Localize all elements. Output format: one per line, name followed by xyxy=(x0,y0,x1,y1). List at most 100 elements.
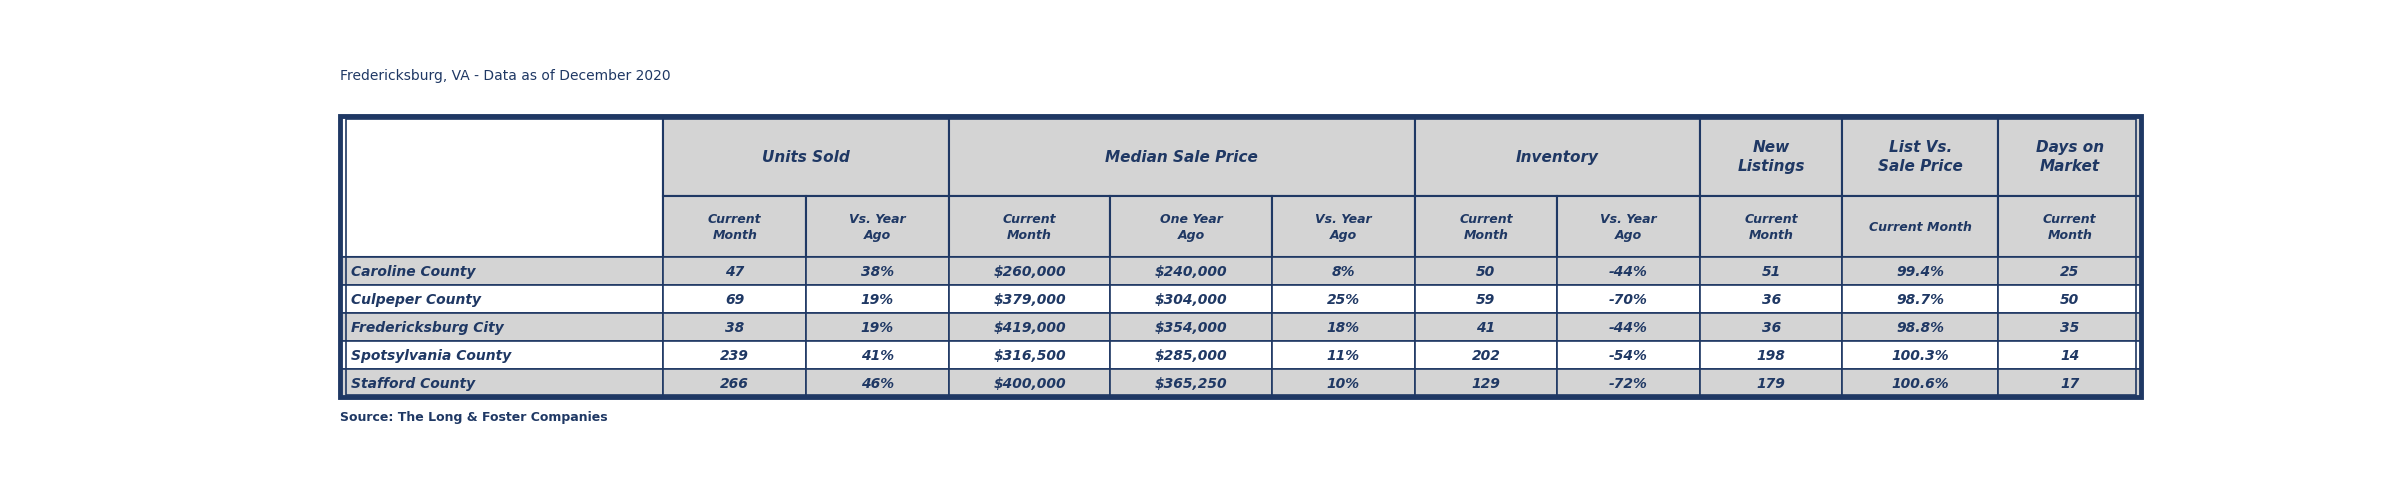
Text: $379,000: $379,000 xyxy=(993,292,1067,306)
Text: Caroline County: Caroline County xyxy=(350,264,476,278)
Bar xyxy=(1998,197,2141,257)
Bar xyxy=(1110,257,1271,285)
Text: 59: 59 xyxy=(1476,292,1495,306)
Text: 69: 69 xyxy=(726,292,745,306)
Bar xyxy=(1110,285,1271,313)
Text: 10%: 10% xyxy=(1326,377,1360,391)
Text: Vs. Year
Ago: Vs. Year Ago xyxy=(850,213,905,241)
Bar xyxy=(1843,341,1998,370)
Bar xyxy=(340,313,664,341)
Bar xyxy=(948,370,1110,397)
Bar xyxy=(664,117,948,197)
Bar xyxy=(948,117,1414,197)
Bar xyxy=(1998,341,2141,370)
Text: $354,000: $354,000 xyxy=(1155,321,1229,335)
Text: 100.6%: 100.6% xyxy=(1891,377,1950,391)
Bar xyxy=(1700,257,1843,285)
Bar xyxy=(1843,117,1998,197)
Bar xyxy=(1271,197,1414,257)
Bar xyxy=(340,285,664,313)
Text: 266: 266 xyxy=(719,377,750,391)
Text: 38%: 38% xyxy=(862,264,893,278)
Text: Inventory: Inventory xyxy=(1517,149,1598,164)
Bar xyxy=(807,257,948,285)
Bar xyxy=(1843,257,1998,285)
Text: 41%: 41% xyxy=(862,348,893,362)
Text: 17: 17 xyxy=(2060,377,2079,391)
Text: 239: 239 xyxy=(719,348,750,362)
Bar xyxy=(664,313,807,341)
Bar xyxy=(948,257,1110,285)
Text: $260,000: $260,000 xyxy=(993,264,1067,278)
Text: 8%: 8% xyxy=(1331,264,1355,278)
Text: 46%: 46% xyxy=(862,377,893,391)
Bar xyxy=(807,341,948,370)
Bar xyxy=(340,117,664,257)
Bar xyxy=(807,370,948,397)
Bar xyxy=(1998,313,2141,341)
Bar xyxy=(948,313,1110,341)
Text: $419,000: $419,000 xyxy=(993,321,1067,335)
Bar xyxy=(1557,197,1700,257)
Text: Current
Month: Current Month xyxy=(2043,213,2098,241)
Bar xyxy=(1998,117,2141,197)
Text: -54%: -54% xyxy=(1610,348,1648,362)
Bar xyxy=(1414,117,1700,197)
Bar xyxy=(1110,341,1271,370)
Bar xyxy=(340,341,664,370)
Bar xyxy=(1110,313,1271,341)
Text: 14: 14 xyxy=(2060,348,2079,362)
Bar xyxy=(1271,313,1414,341)
Text: New
Listings: New Listings xyxy=(1738,140,1805,174)
Bar xyxy=(1414,313,1557,341)
Bar xyxy=(664,285,807,313)
Text: 50: 50 xyxy=(1476,264,1495,278)
Bar xyxy=(1843,370,1998,397)
Bar xyxy=(1271,257,1414,285)
Text: 38: 38 xyxy=(726,321,745,335)
Text: $316,500: $316,500 xyxy=(993,348,1067,362)
Text: -70%: -70% xyxy=(1610,292,1648,306)
Text: Fredericksburg, VA - Data as of December 2020: Fredericksburg, VA - Data as of December… xyxy=(340,69,671,83)
Bar xyxy=(1414,370,1557,397)
Text: Current
Month: Current Month xyxy=(1460,213,1512,241)
Bar xyxy=(1998,257,2141,285)
Text: 36: 36 xyxy=(1762,321,1781,335)
Text: Source: The Long & Foster Companies: Source: The Long & Foster Companies xyxy=(340,410,607,423)
Bar xyxy=(1557,285,1700,313)
Text: 19%: 19% xyxy=(862,292,893,306)
Text: 25: 25 xyxy=(2060,264,2079,278)
Text: 50: 50 xyxy=(2060,292,2079,306)
Text: -44%: -44% xyxy=(1610,321,1648,335)
Bar xyxy=(1271,285,1414,313)
Text: $285,000: $285,000 xyxy=(1155,348,1229,362)
Bar xyxy=(1998,370,2141,397)
Text: 202: 202 xyxy=(1471,348,1500,362)
Text: Current
Month: Current Month xyxy=(1002,213,1057,241)
Text: 36: 36 xyxy=(1762,292,1781,306)
Bar xyxy=(1700,285,1843,313)
Text: 25%: 25% xyxy=(1326,292,1360,306)
Text: 198: 198 xyxy=(1757,348,1786,362)
Text: Units Sold: Units Sold xyxy=(762,149,850,164)
Bar xyxy=(1557,257,1700,285)
Text: Current
Month: Current Month xyxy=(1745,213,1798,241)
Bar xyxy=(948,285,1110,313)
Bar xyxy=(664,341,807,370)
Bar xyxy=(664,257,807,285)
Text: -72%: -72% xyxy=(1610,377,1648,391)
Text: One Year
Ago: One Year Ago xyxy=(1160,213,1221,241)
Text: Stafford County: Stafford County xyxy=(350,377,476,391)
Bar xyxy=(807,197,948,257)
Text: Days on
Market: Days on Market xyxy=(2036,140,2105,174)
Text: Spotsylvania County: Spotsylvania County xyxy=(350,348,512,362)
Text: List Vs.
Sale Price: List Vs. Sale Price xyxy=(1879,140,1962,174)
Text: 35: 35 xyxy=(2060,321,2079,335)
Bar xyxy=(1843,313,1998,341)
Text: Current
Month: Current Month xyxy=(707,213,762,241)
Bar xyxy=(948,197,1110,257)
Bar xyxy=(1414,341,1557,370)
Bar xyxy=(340,117,2141,397)
Bar xyxy=(807,313,948,341)
Bar xyxy=(948,341,1110,370)
